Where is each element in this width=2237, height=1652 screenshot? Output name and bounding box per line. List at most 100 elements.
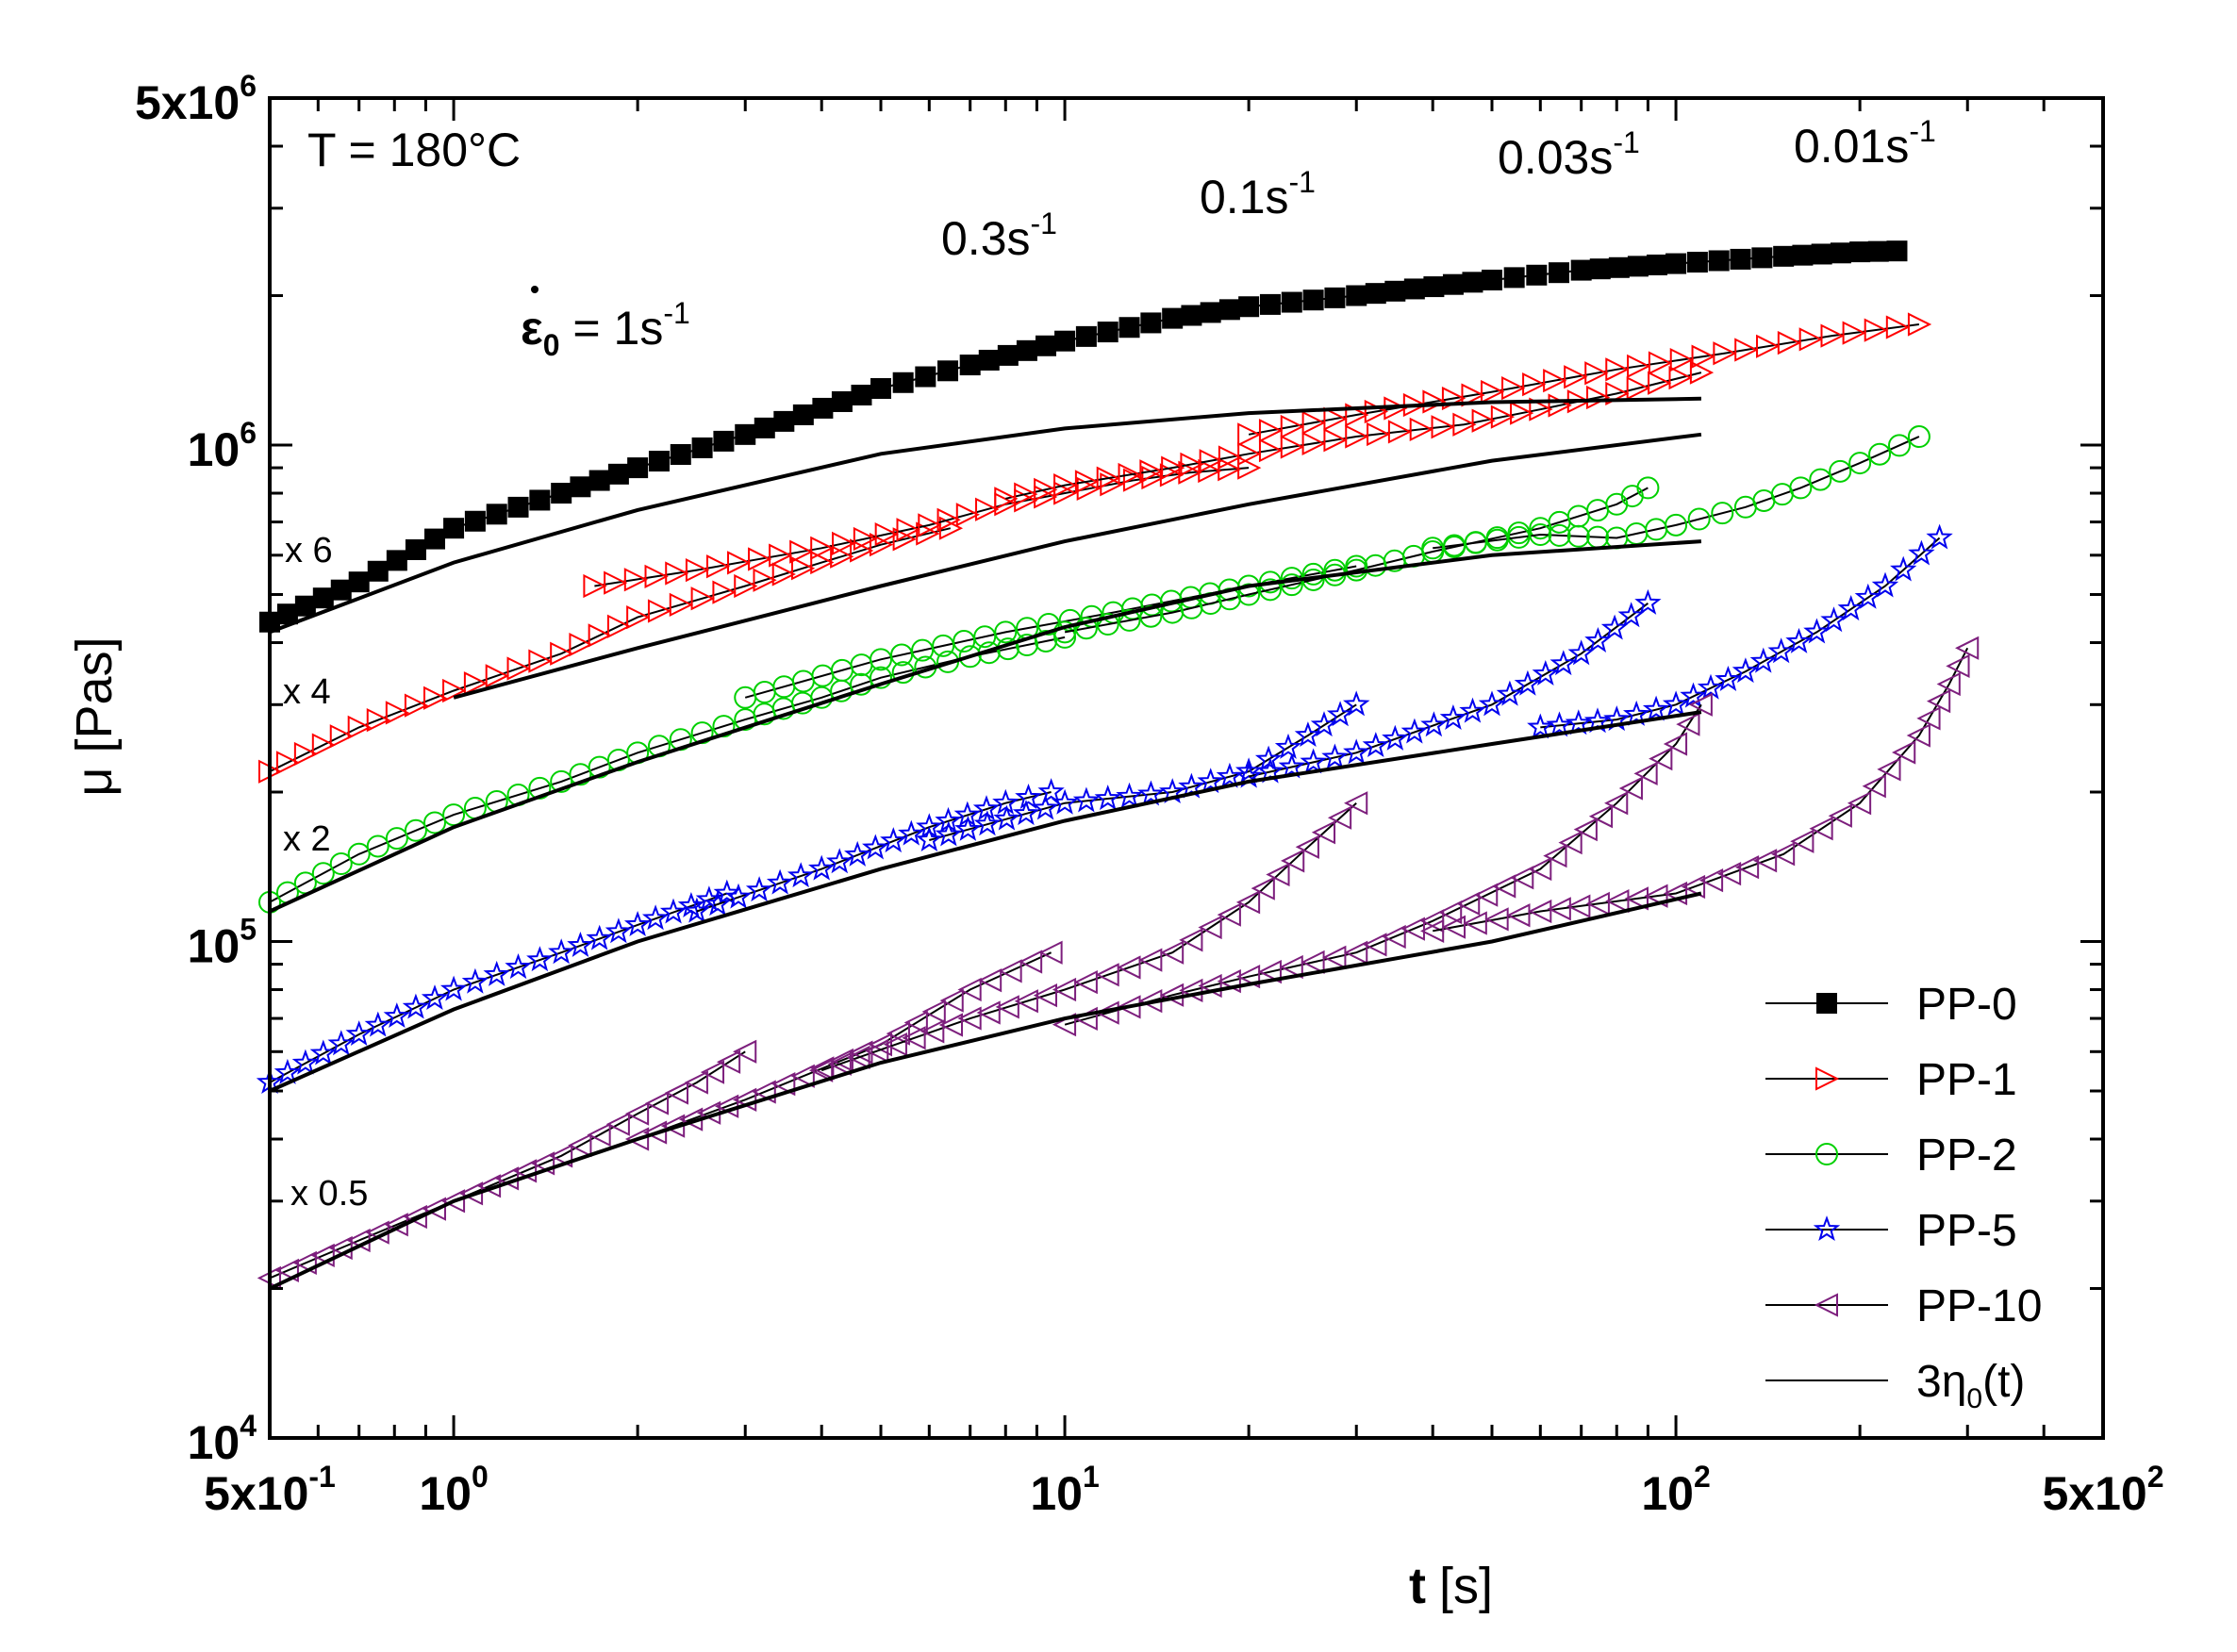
data-point — [327, 1030, 355, 1056]
data-point — [311, 862, 335, 885]
data-point — [1095, 963, 1119, 987]
data-point — [978, 349, 1000, 371]
data-point — [1867, 240, 1889, 262]
data-point — [528, 649, 553, 673]
data-point — [1871, 571, 1899, 598]
legend-label-tail: (t) — [1982, 1357, 2025, 1407]
y-tick-label-exp: 6 — [240, 416, 257, 450]
data-point — [1669, 347, 1694, 372]
data-point — [792, 404, 814, 425]
data-point — [1362, 732, 1389, 758]
data-point — [1532, 659, 1559, 686]
data-point — [1792, 244, 1814, 266]
data-point — [1051, 788, 1079, 815]
series-line — [1064, 487, 1649, 634]
data-point — [1015, 784, 1042, 809]
legend-label: PP-10 — [1916, 1281, 2042, 1331]
data-point — [1503, 267, 1525, 289]
data-point — [1431, 415, 1455, 439]
series-line — [269, 636, 1066, 903]
data-point — [588, 623, 612, 648]
multiplier-x6: x 6 — [285, 531, 333, 570]
legend-label: PP-5 — [1916, 1206, 2017, 1256]
x-tick-label-base: 10 — [1030, 1467, 1083, 1520]
data-point — [830, 544, 854, 569]
data-point — [1139, 459, 1164, 484]
series-line — [1248, 323, 1920, 436]
data-point — [1238, 296, 1260, 318]
data-point — [548, 938, 575, 965]
series-line — [1064, 703, 1702, 1026]
data-point — [771, 1071, 796, 1097]
data-point — [1777, 330, 1802, 355]
data-point — [1266, 862, 1290, 887]
legend-marker — [1813, 1215, 1841, 1242]
series-line — [820, 801, 1357, 1072]
data-point — [916, 521, 940, 546]
data-point — [1463, 911, 1487, 935]
rate-01-exp: -1 — [1289, 165, 1316, 199]
data-point — [1864, 318, 1888, 342]
data-point — [827, 1051, 852, 1076]
data-point — [690, 586, 715, 611]
legend-item: PP-0 — [1765, 980, 2017, 1030]
data-point — [790, 1064, 815, 1088]
data-point — [1323, 406, 1348, 431]
data-point — [870, 666, 892, 689]
curves-layer — [256, 240, 1980, 1291]
data-point — [846, 1045, 870, 1070]
data-point — [273, 1058, 302, 1084]
data-point — [583, 573, 607, 599]
data-point — [1649, 747, 1673, 771]
data-point — [1567, 639, 1595, 666]
data-point — [1015, 634, 1038, 657]
data-point — [1605, 357, 1630, 382]
data-point — [959, 355, 981, 376]
data-point — [1730, 248, 1751, 270]
data-point — [1118, 608, 1141, 632]
data-point — [1697, 673, 1725, 700]
data-point — [1180, 452, 1204, 477]
data-point — [1848, 452, 1872, 475]
data-point — [1280, 849, 1305, 873]
data-point — [550, 641, 574, 666]
rate-003-exp: -1 — [1613, 125, 1639, 159]
data-point — [292, 1250, 317, 1276]
data-point — [1117, 955, 1141, 980]
data-point — [1785, 627, 1813, 653]
data-point — [1847, 791, 1872, 816]
rate-01-label: 0.1s-1 — [1200, 165, 1316, 223]
data-point — [1462, 272, 1483, 293]
data-point — [648, 451, 670, 472]
legend-label: PP-2 — [1916, 1131, 2017, 1181]
data-point — [754, 417, 775, 438]
data-point — [1179, 928, 1203, 952]
data-point — [955, 503, 981, 527]
data-point — [902, 1026, 926, 1050]
series-line — [269, 250, 1897, 623]
series-line — [269, 396, 1701, 635]
data-point — [1218, 457, 1242, 482]
data-point — [1811, 243, 1832, 265]
data-point — [1116, 782, 1143, 808]
data-point — [691, 437, 713, 458]
data-point — [404, 693, 429, 718]
data-point — [275, 751, 301, 775]
legend-item: PP-5 — [1765, 1206, 2017, 1256]
data-point — [812, 397, 834, 419]
data-point — [870, 533, 894, 557]
data-point — [311, 733, 337, 757]
rate-03-label: 0.3s-1 — [941, 206, 1057, 265]
data-point — [1054, 330, 1076, 352]
series-pp-10 — [257, 636, 1980, 1290]
data-point — [486, 504, 507, 525]
rate-001-label: 0.01s-1 — [1794, 114, 1936, 173]
data-point — [712, 715, 736, 738]
data-point — [1422, 389, 1447, 414]
data-point — [1890, 555, 1917, 582]
data-point — [386, 550, 407, 571]
data-point — [587, 1122, 611, 1148]
data-point — [443, 518, 465, 539]
data-point — [695, 885, 723, 912]
series-pp-5 — [256, 523, 1953, 1095]
